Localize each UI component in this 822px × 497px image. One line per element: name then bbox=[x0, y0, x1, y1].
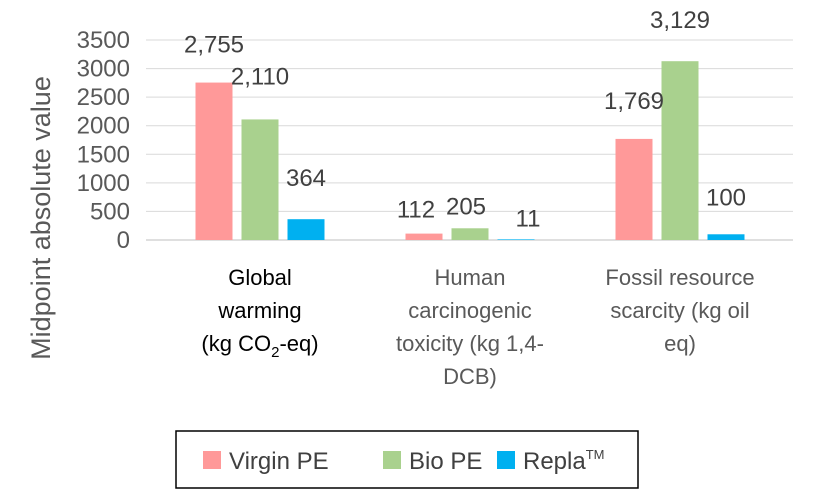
bars bbox=[195, 61, 745, 241]
data-label: 364 bbox=[286, 165, 326, 192]
bar bbox=[241, 119, 279, 240]
category-labels: Global warming (kg CO2-eq) Human carcinogeni… bbox=[201, 265, 754, 389]
data-label: 112 bbox=[397, 197, 435, 224]
bar bbox=[661, 61, 699, 241]
legend-swatch bbox=[383, 451, 401, 469]
bar bbox=[615, 138, 653, 240]
category-label: Human carcinogenic toxicity (kg 1,4-DCB) bbox=[396, 265, 544, 389]
legend-swatch bbox=[203, 451, 221, 469]
bar bbox=[451, 228, 489, 240]
y-tick-label: 2500 bbox=[77, 84, 130, 111]
y-tick-label: 1500 bbox=[77, 141, 130, 168]
y-tick-label: 3500 bbox=[77, 27, 130, 54]
legend-label: ReplaTM bbox=[523, 447, 605, 475]
y-tick-label: 500 bbox=[90, 198, 130, 225]
data-label: 2,110 bbox=[231, 63, 289, 90]
bar bbox=[707, 234, 745, 240]
bar bbox=[497, 239, 535, 240]
data-label: 3,129 bbox=[650, 7, 710, 34]
data-label: 2,755 bbox=[184, 32, 244, 59]
y-tick-label: 0 bbox=[117, 227, 130, 254]
data-label: 11 bbox=[516, 205, 541, 232]
y-tick-label: 3000 bbox=[77, 56, 130, 83]
data-labels: 2,755 112 1,769 2,110 205 3,129 364 11 100 bbox=[184, 7, 746, 232]
y-tick-label: 1000 bbox=[77, 170, 130, 197]
legend-swatch bbox=[497, 451, 515, 469]
bar bbox=[405, 233, 443, 240]
legend-border bbox=[175, 430, 639, 489]
y-axis-label: Midpoint absolute value bbox=[26, 76, 56, 360]
category-label: Global warming (kg CO2-eq) bbox=[201, 265, 318, 361]
legend-label: Virgin PE bbox=[229, 448, 329, 475]
category-label: Fossil resource scarcity (kg oil eq) bbox=[605, 265, 754, 356]
y-tick-label: 2000 bbox=[77, 113, 130, 140]
data-label: 1,769 bbox=[604, 88, 664, 115]
data-label: 100 bbox=[706, 184, 746, 211]
bar bbox=[195, 82, 233, 240]
bar bbox=[287, 219, 325, 240]
data-label: 205 bbox=[446, 193, 486, 220]
legend: Virgin PE Bio PE ReplaTM bbox=[175, 430, 639, 489]
legend-label: Bio PE bbox=[409, 448, 482, 475]
